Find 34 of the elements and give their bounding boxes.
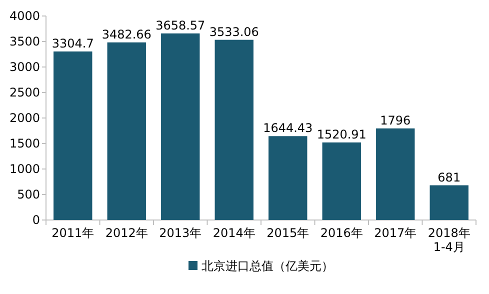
x-tick-label: 2012年 — [104, 226, 149, 240]
bar — [54, 51, 92, 220]
x-tick-label: 2018年1-4月 — [426, 226, 472, 254]
y-tick-label: 3000 — [9, 60, 40, 74]
bar — [376, 128, 415, 220]
y-tick-label: 2000 — [9, 111, 40, 125]
y-tick-label: 1500 — [9, 136, 40, 150]
x-tick-label: 2015年 — [266, 226, 310, 240]
data-label: 1520.91 — [316, 127, 366, 142]
data-label: 1796 — [380, 113, 411, 128]
y-tick-label: 500 — [17, 188, 40, 202]
bar — [268, 136, 308, 220]
x-tick-label: 2017年 — [373, 226, 418, 240]
y-tick-label: 2500 — [9, 86, 40, 100]
bar — [322, 142, 361, 220]
x-tick-label: 2016年 — [319, 226, 364, 240]
bar — [430, 185, 468, 220]
x-tick-label: 2014年 — [212, 226, 256, 240]
y-tick-label: 4000 — [9, 9, 40, 23]
x-tick-label: 2011年 — [50, 226, 96, 240]
data-label: 3304.7 — [52, 36, 94, 50]
y-tick-label: 1000 — [9, 162, 40, 176]
legend-label: 北京进口总值（亿美元） — [202, 259, 334, 273]
y-tick-label: 0 — [32, 213, 40, 227]
data-label: 681 — [438, 170, 461, 184]
data-label: 3482.66 — [102, 27, 152, 42]
bar — [161, 33, 200, 220]
x-tick-label: 2013年 — [158, 226, 203, 240]
data-label: 3533.06 — [209, 24, 259, 39]
bar — [107, 42, 146, 220]
data-label: 1644.43 — [263, 121, 313, 136]
y-tick-label: 3500 — [9, 34, 40, 48]
bar — [214, 40, 254, 220]
data-label: 3658.57 — [156, 18, 206, 32]
